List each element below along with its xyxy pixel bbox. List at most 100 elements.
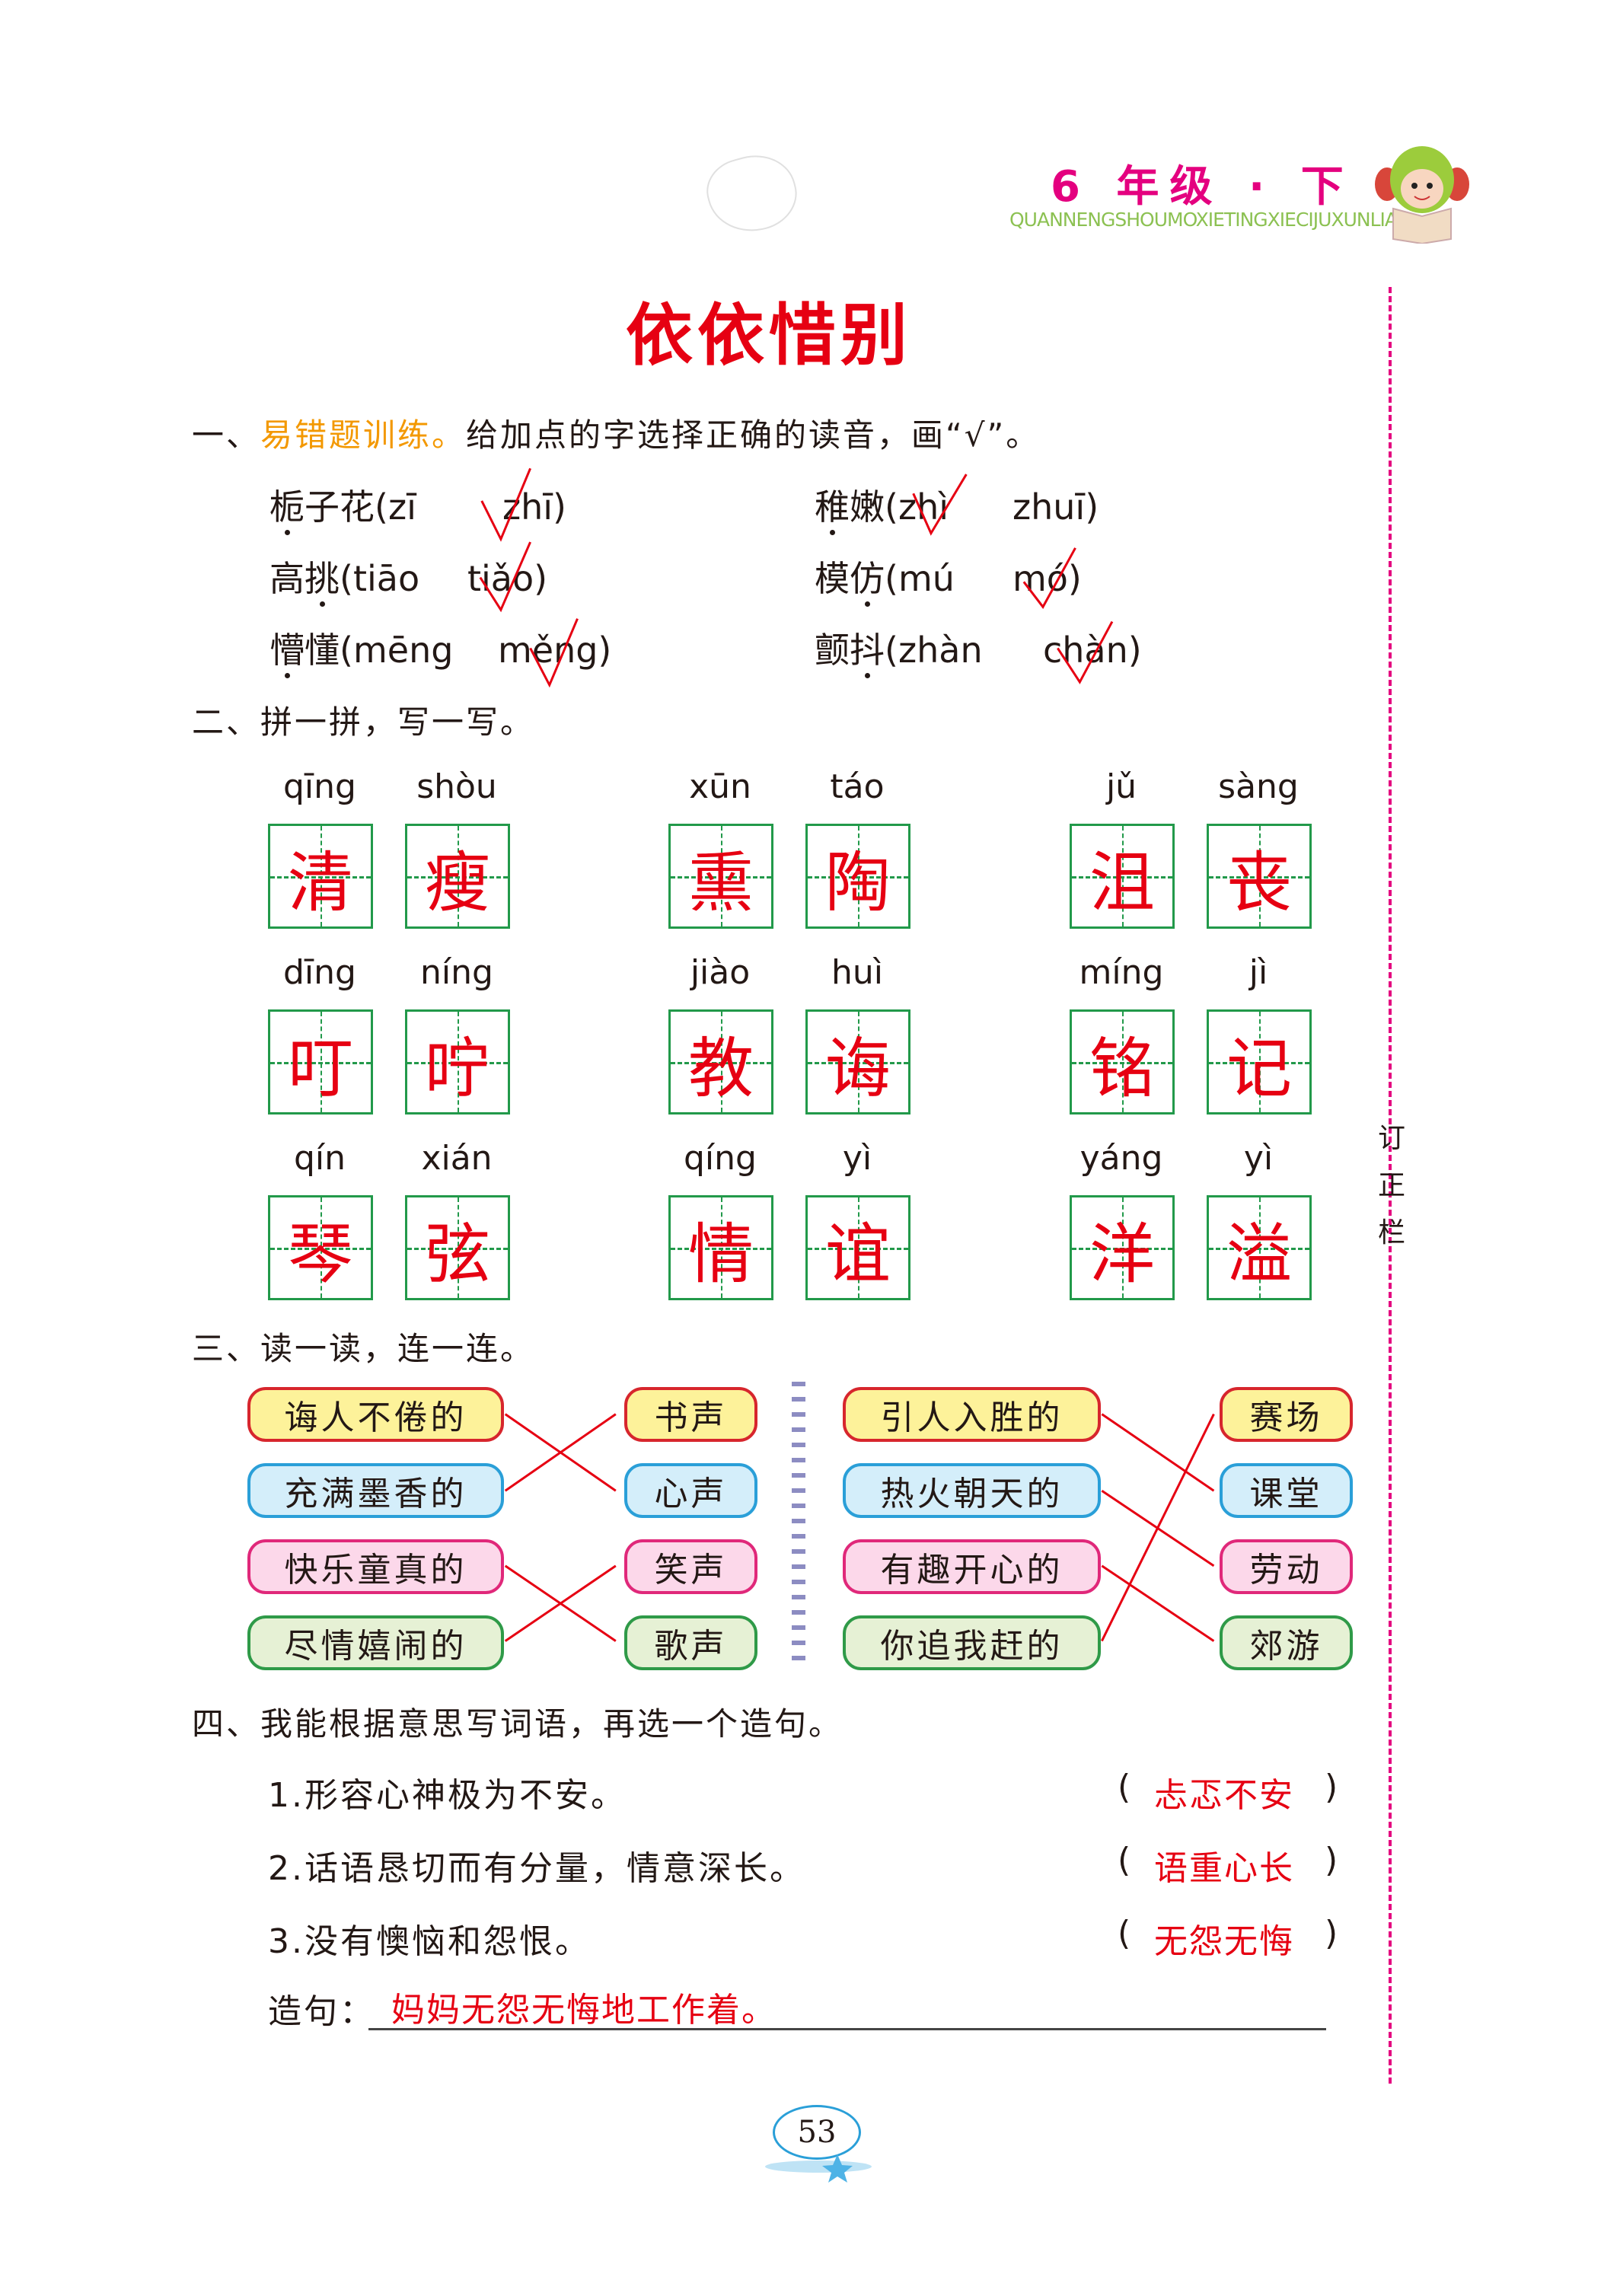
written-character: 谊 [825, 1216, 891, 1293]
pronunciation-item: 颤抖(zhàn chàn) [815, 623, 1142, 678]
option-a: zhì [898, 486, 949, 528]
pinyin-label: shòu [416, 767, 497, 806]
character-box: 洋 [1070, 1195, 1175, 1300]
word: 模仿 [815, 558, 885, 599]
pinyin-label: qín [293, 1139, 346, 1178]
wavy-divider [792, 1382, 805, 1671]
written-character: 沮 [1089, 844, 1155, 921]
pronunciation-item: 高挑(tiāo tiǎo) [269, 551, 547, 607]
pronunciation-item: 稚嫩(zhì zhuī) [815, 480, 1099, 535]
written-character: 瘦 [425, 844, 490, 921]
character-box: 弦 [405, 1195, 510, 1300]
paren-open: ( [1118, 1841, 1131, 1880]
match-line [504, 1413, 617, 1492]
label-char: 栏 [1377, 1217, 1405, 1248]
written-character: 熏 [688, 844, 754, 921]
pinyin-label: níng [420, 953, 493, 992]
grid-line-v [1259, 826, 1261, 926]
option-b: zhī [502, 486, 553, 528]
target-card: 心声 [624, 1463, 757, 1518]
target-card: 劳动 [1220, 1539, 1353, 1594]
grid-line-v [320, 826, 322, 926]
character-box: 叮 [268, 1009, 373, 1115]
option-a: mēng [352, 630, 454, 671]
match-line [1101, 1413, 1215, 1492]
grid-line-v [320, 1012, 322, 1112]
phrase-card: 充满墨香的 [247, 1463, 504, 1518]
pronunciation-item: 懵懂(mēng měng) [269, 623, 612, 678]
pinyin-label: qīng [283, 767, 356, 806]
emphasis-dot [285, 530, 290, 535]
character-box: 记 [1207, 1009, 1312, 1115]
match-line [1101, 1413, 1215, 1642]
series-pinyin: QUANNENGSHOUMOXIETINGXIECIJUXUNLIAN [1009, 209, 1411, 231]
written-character: 溢 [1226, 1216, 1292, 1293]
paren-open: ( [885, 630, 898, 671]
character-box: 丧 [1207, 824, 1312, 929]
paren-close: ) [598, 630, 612, 671]
section4-heading: 四、我能根据意思写词语，再选一个造句。 [192, 1705, 843, 1743]
option-a: zī [387, 486, 416, 528]
star-decoration-icon [761, 2153, 875, 2183]
character-box: 琴 [268, 1195, 373, 1300]
target-card: 郊游 [1220, 1615, 1353, 1670]
paren-close: ) [1085, 486, 1099, 528]
sentence-answer: 妈妈无怨无悔地工作着。 [391, 1991, 777, 2030]
emphasis-dot [865, 601, 870, 607]
phrase-card: 有趣开心的 [843, 1539, 1101, 1594]
paren-open: ( [340, 558, 353, 599]
written-character: 琴 [288, 1216, 353, 1293]
label-char: 订 [1377, 1123, 1405, 1154]
section2-heading: 二、拼一拼，写一写。 [192, 703, 535, 741]
answer-word: 无怨无悔 [1154, 1922, 1294, 1961]
target-card: 歌声 [624, 1615, 757, 1670]
target-card: 赛场 [1220, 1387, 1353, 1442]
emphasis-dot [285, 673, 290, 678]
pinyin-label: míng [1079, 953, 1164, 992]
grid-line-v [458, 1012, 459, 1112]
definition-text: 2.话语恳切而有分量，情意深长。 [268, 1849, 805, 1888]
emphasis-dot [320, 601, 325, 607]
character-box: 铭 [1070, 1009, 1175, 1115]
character-box: 沮 [1070, 824, 1175, 929]
phrase-card: 你追我赶的 [843, 1615, 1101, 1670]
written-character: 清 [288, 844, 353, 921]
section3-heading: 三、读一读，连一连。 [192, 1330, 535, 1367]
option-a: zhàn [898, 630, 983, 671]
paren-close: ) [1325, 1768, 1338, 1807]
character-box: 诲 [805, 1009, 910, 1115]
answer-word: 语重心长 [1154, 1849, 1294, 1888]
character-box: 溢 [1207, 1195, 1312, 1300]
emphasis-dot [830, 530, 835, 535]
pinyin-label: sàng [1218, 767, 1299, 806]
pronunciation-item: 模仿(mú mó) [815, 551, 1082, 607]
grid-line-v [858, 1012, 859, 1112]
option-b: tiǎo [467, 558, 534, 599]
target-card: 笑声 [624, 1539, 757, 1594]
paren-close: ) [1325, 1914, 1338, 1953]
character-box: 熏 [668, 824, 773, 929]
heading-instructions: 给加点的字选择正确的读音，画“√”。 [466, 416, 1041, 454]
answer-word: 忐忑不安 [1154, 1776, 1294, 1815]
word: 懵懂 [269, 630, 340, 671]
option-b: chàn [1042, 630, 1128, 671]
pronunciation-item: 栀子花(zī zhī) [269, 480, 566, 535]
grid-line-v [721, 1197, 722, 1298]
paren-open: ( [340, 630, 353, 671]
grid-line-v [858, 826, 859, 926]
character-box: 陶 [805, 824, 910, 929]
written-character: 叮 [288, 1030, 353, 1107]
definition-text: 3.没有懊恼和怨恨。 [268, 1922, 591, 1961]
word: 高挑 [269, 558, 340, 599]
stamp-logo [700, 145, 805, 242]
character-box: 情 [668, 1195, 773, 1300]
page-number: 53 [773, 2105, 861, 2160]
pinyin-label: xián [421, 1139, 493, 1178]
pinyin-label: jǔ [1105, 767, 1137, 806]
character-box: 咛 [405, 1009, 510, 1115]
grid-line-v [458, 826, 459, 926]
match-line [1101, 1489, 1215, 1567]
character-box: 教 [668, 1009, 773, 1115]
page-title: 依依惜别 [625, 296, 912, 375]
word: 稚嫩 [815, 486, 885, 528]
